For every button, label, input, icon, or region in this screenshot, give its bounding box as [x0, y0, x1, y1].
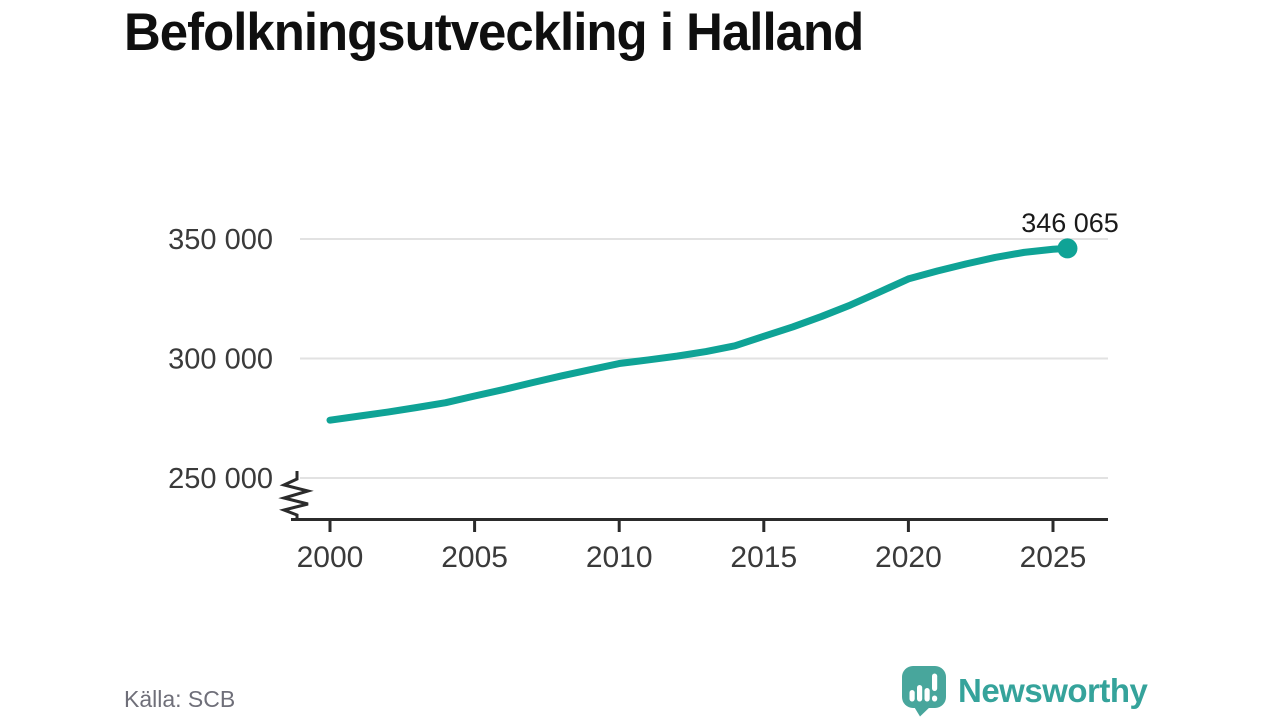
- y-axis-tick-label: 300 000: [168, 344, 273, 376]
- y-axis-tick-label: 250 000: [168, 463, 273, 495]
- newsworthy-logo-icon: [902, 666, 946, 717]
- logo-bar-1: [909, 690, 915, 702]
- x-axis-tick-label: 2000: [297, 541, 364, 574]
- x-axis-tick-label: 2005: [441, 541, 508, 574]
- y-axis-tick-label: 350 000: [168, 224, 273, 256]
- logo-bubble-tail: [913, 705, 932, 717]
- population-line-chart: 250 000 300 000 350 000 2000 2005 2010 2015 202…: [168, 208, 1119, 574]
- end-point-dot: [1057, 238, 1078, 259]
- logo-bar-2: [917, 685, 923, 702]
- chart-title: Befolkningsutveckling i Halland: [124, 3, 864, 62]
- x-axis-tick-label: 2015: [730, 541, 797, 574]
- x-axis-tick-label: 2020: [875, 541, 942, 574]
- source-note: Källa: SCB: [124, 686, 236, 712]
- x-axis-tick-label: 2025: [1020, 541, 1087, 574]
- axis-break-icon: [278, 471, 314, 521]
- logo-bar-3: [924, 688, 930, 702]
- newsworthy-logo: Newsworthy: [901, 665, 1148, 717]
- logo-exclamation-dot: [932, 695, 938, 702]
- end-value-label: 346 065: [1021, 208, 1119, 238]
- logo-bubble: [902, 666, 946, 708]
- newsworthy-logo-text: Newsworthy: [958, 672, 1148, 709]
- logo-exclamation-bar: [932, 673, 938, 691]
- population-line: [326, 244, 1071, 424]
- x-axis-tick-label: 2010: [586, 541, 653, 574]
